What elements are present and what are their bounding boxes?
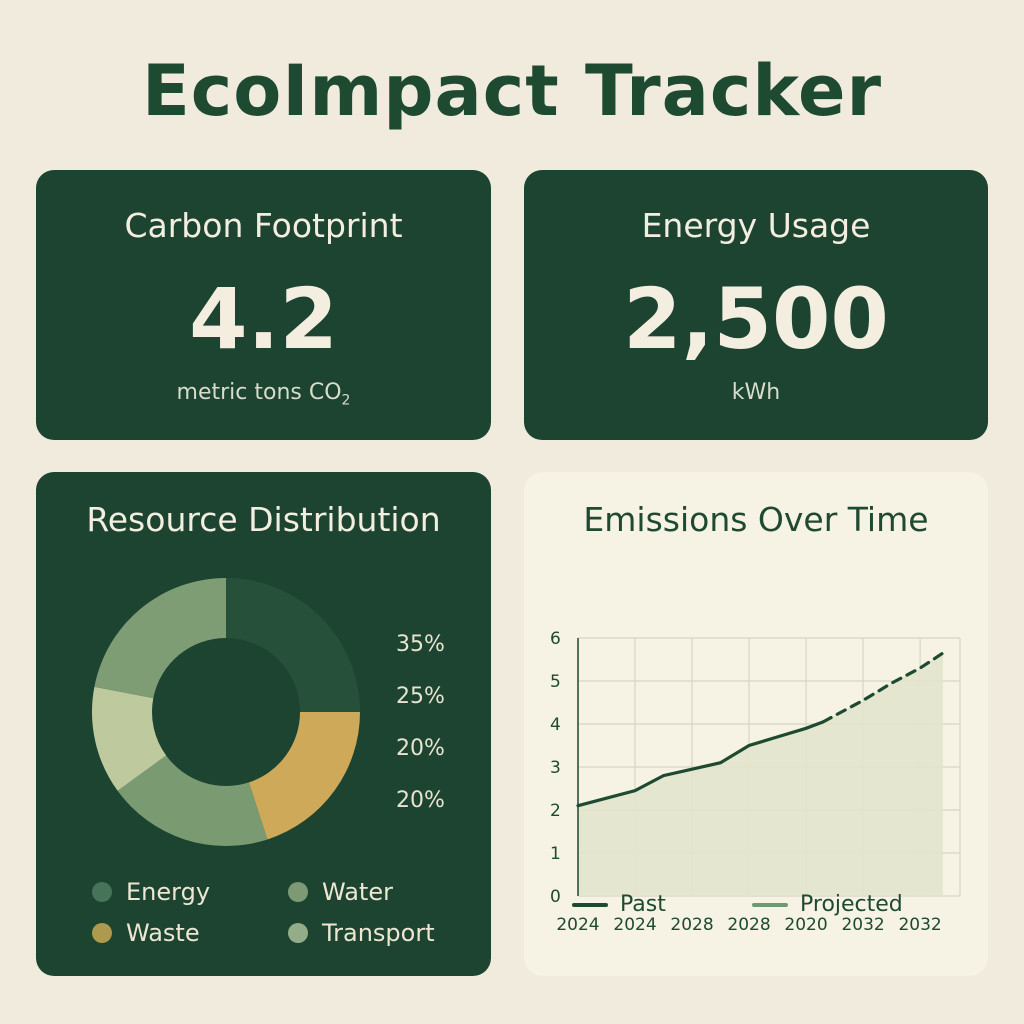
energy-usage-title: Energy Usage: [641, 206, 871, 245]
area-fill: [578, 653, 943, 896]
x-tick-label: 2024: [613, 915, 656, 935]
legend-projected-swatch: [752, 902, 788, 907]
emissions-title: Emissions Over Time: [583, 500, 929, 539]
resource-distribution-title: Resource Distribution: [86, 500, 441, 539]
y-tick-label: 6: [550, 629, 561, 649]
series-line-past: [576, 720, 825, 808]
legend-label-water: Water: [322, 878, 393, 906]
percent-label-1: 35%: [396, 632, 445, 657]
legend-label-transport: Transport: [322, 919, 435, 947]
carbon-footprint-card: Carbon Footprint 4.2 metric tons CO2: [36, 170, 491, 440]
carbon-unit-subscript: 2: [341, 392, 351, 409]
legend-label-energy: Energy: [126, 878, 211, 906]
energy-usage-card: Energy Usage 2,500 kWh: [524, 170, 988, 440]
x-tick-label: 2028: [727, 915, 770, 935]
legend-projected: Projected: [752, 892, 903, 917]
carbon-unit-text: metric tons CO: [176, 380, 342, 405]
emissions-line-chart: 0 1 2 3 4 5 6 2024 2024 2028 2028 2020 2032 2032: [550, 629, 961, 935]
percent-label-4: 20%: [396, 788, 445, 813]
legend-past-swatch: [572, 902, 608, 907]
x-tick-label: 2024: [556, 915, 599, 935]
donut-slice: [226, 578, 360, 712]
resource-distribution-card: Resource Distribution 35% 25% 20% 20% En…: [36, 472, 491, 976]
resource-donut-chart: [92, 578, 360, 846]
energy-usage-unit: kWh: [731, 380, 781, 405]
x-tick-label: 2020: [784, 915, 827, 935]
series-line-projected: [821, 651, 945, 724]
y-tick-label: 2: [550, 801, 561, 821]
donut-slice: [248, 712, 360, 840]
x-tick-label: 2032: [841, 915, 884, 935]
donut-slice: [92, 686, 167, 791]
legend-dot-energy: [92, 882, 112, 902]
y-tick-label: 0: [550, 887, 561, 907]
percent-label-2: 25%: [396, 684, 445, 709]
legend-item-transport: Transport: [288, 919, 435, 947]
legend-item-water: Water: [288, 878, 393, 906]
legend-dot-waste: [92, 923, 112, 943]
legend-label-waste: Waste: [126, 919, 200, 947]
legend-projected-label: Projected: [800, 892, 903, 917]
donut-slice: [117, 755, 268, 846]
carbon-footprint-value: 4.2: [189, 270, 338, 368]
emissions-card: Emissions Over Time 0 1 2 3 4 5 6 2024 2024 2028 2…: [524, 472, 988, 976]
y-tick-label: 5: [550, 672, 561, 692]
legend-dot-transport: [288, 923, 308, 943]
donut-slice: [94, 578, 226, 699]
legend-dot-water: [288, 882, 308, 902]
app-title: EcoImpact Tracker: [141, 50, 883, 132]
legend-past: Past: [572, 892, 666, 917]
y-tick-label: 3: [550, 758, 561, 778]
y-tick-label: 4: [550, 715, 561, 735]
legend-item-energy: Energy: [92, 878, 210, 906]
carbon-footprint-unit: metric tons CO2: [36, 380, 491, 408]
energy-usage-value: 2,500: [623, 270, 889, 368]
carbon-footprint-title: Carbon Footprint: [124, 206, 403, 245]
legend-past-label: Past: [620, 892, 666, 917]
legend-item-waste: Waste: [92, 919, 200, 947]
x-tick-label: 2028: [670, 915, 713, 935]
x-tick-label: 2032: [898, 915, 941, 935]
percent-label-3: 20%: [396, 736, 445, 761]
y-tick-label: 1: [550, 844, 561, 864]
